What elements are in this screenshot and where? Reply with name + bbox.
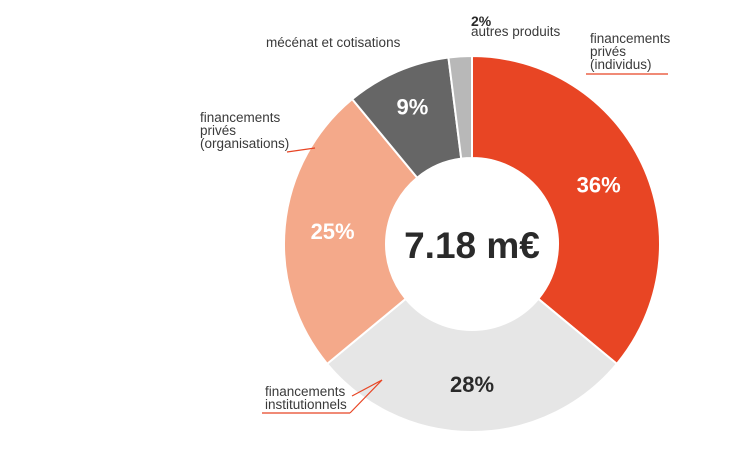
category-label-line: privés [590,44,626,59]
donut-slice-1 [325,297,619,433]
category-label-line: autres produits [471,24,561,39]
leader-line-connector [349,379,383,414]
category-label-4: autres produits [471,24,561,39]
donut-slice-4 [447,54,473,160]
category-label-3: mécénat et cotisations [266,35,401,50]
category-label-line: (organisations) [200,136,289,151]
center-total-label: 7.18 m€ [404,225,540,266]
category-label-line: financements [590,31,671,46]
category-label-line: financements [200,110,281,125]
category-label-line: mécénat et cotisations [266,35,401,50]
category-label-2: financements privés (organisations) [200,110,289,151]
donut-slices [283,54,661,433]
category-label-1: financements institutionnels [265,384,347,412]
leader-lines [262,73,668,414]
slice-value-label-4: 2% [471,13,492,29]
slice-value-label-0: 36% [577,172,621,197]
leader-line-1 [351,379,383,397]
slice-value-label-1: 28% [450,372,494,397]
donut-slice-2 [283,97,419,366]
category-label-line: privés [200,123,236,138]
leader-line-2 [286,147,316,153]
slice-value-label-2: 25% [311,219,355,244]
category-label-line: financements [265,384,346,399]
category-label-0: financements privés (individus) [590,31,671,72]
category-label-line: institutionnels [265,397,347,412]
donut-slice-0 [471,54,661,366]
category-label-line: (individus) [590,57,652,72]
category-labels: financements privés (individus)financement… [200,24,671,412]
slice-value-labels: 36% 28% 25% 9% 2% [311,13,621,397]
slice-value-label-3: 9% [397,94,429,119]
